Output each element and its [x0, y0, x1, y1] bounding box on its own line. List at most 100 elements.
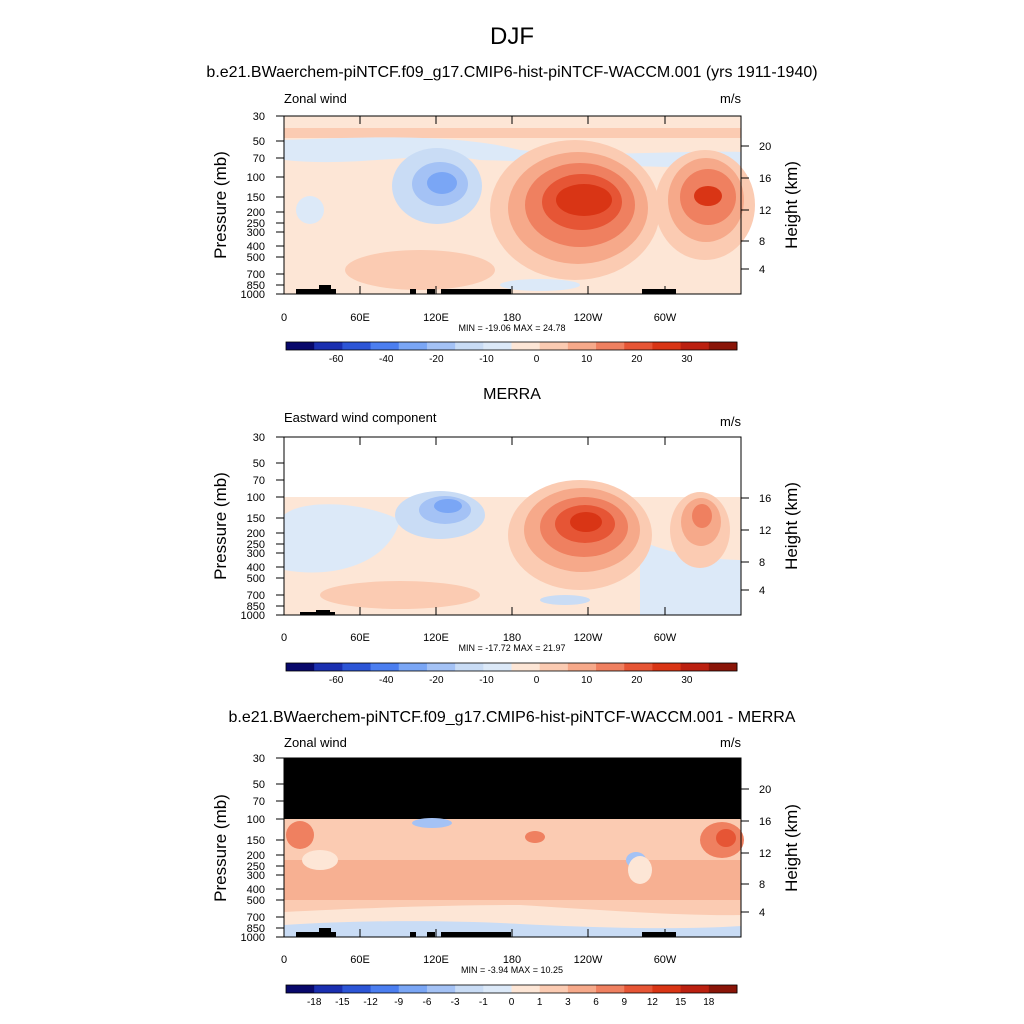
colorbar-swatch [483, 342, 512, 350]
panel-1-ytick-1: 50 [253, 136, 265, 148]
panel-3-ylabel-right: Height (km) [782, 804, 801, 892]
panel-1-ytick-5: 200 [247, 207, 265, 219]
panel-2-ytick-0: 30 [253, 432, 265, 444]
colorbar-label: -10 [479, 675, 494, 686]
panel-3-ytick-2: 70 [253, 796, 265, 808]
panel-2-ytick-8: 400 [247, 562, 265, 574]
panel-3-xtick-2: 120E [423, 954, 449, 966]
panel-2-ytick-4: 150 [247, 513, 265, 525]
panel-1-right-ticks [741, 145, 749, 270]
panel-1-x-ticks [283, 116, 666, 294]
colorbar-swatch [455, 985, 484, 993]
panel-1-y-ticks [276, 115, 284, 295]
colorbar-label: 0 [534, 354, 540, 365]
colorbar-frame [285, 984, 738, 994]
colorbar-swatch [370, 663, 400, 671]
panel-2-rtick-2: 8 [759, 557, 765, 569]
panel-2-jet-1-l5 [570, 512, 602, 532]
colorbar-label: 20 [631, 675, 643, 686]
colorbar-swatch [455, 342, 484, 350]
panel-3-red-left [286, 821, 314, 849]
panel-1-rtick-3: 8 [759, 236, 765, 248]
panel-3-pale-1 [302, 850, 338, 870]
panel-1-ytick-10: 700 [247, 269, 265, 281]
panel-2-ytick-5: 200 [247, 528, 265, 540]
colorbar-label: -1 [479, 997, 488, 1008]
panel-3-ytick-1: 50 [253, 779, 265, 791]
panel-2-xtick-4: 120W [574, 632, 603, 644]
colorbar-label: 20 [631, 354, 643, 365]
panel-1-ylabel-right: Height (km) [782, 161, 801, 249]
panel-2-ytick-9: 500 [247, 573, 265, 585]
colorbar-label: -6 [422, 997, 431, 1008]
colorbar-swatch [596, 342, 625, 350]
panel-3-rtick-2: 12 [759, 848, 771, 860]
panel-1-ytick-6: 250 [247, 218, 265, 230]
colorbar-label: 10 [581, 354, 593, 365]
panel-2-rtick-1: 12 [759, 525, 771, 537]
colorbar-swatch [314, 663, 343, 671]
colorbar-swatch [342, 342, 372, 350]
colorbar-swatch [342, 985, 372, 993]
colorbar-swatch [370, 985, 400, 993]
colorbar-swatch [455, 663, 484, 671]
panel-3-ytick-8: 400 [247, 884, 265, 896]
panel-1-ytick-8: 400 [247, 241, 265, 253]
colorbar-label: -18 [307, 997, 322, 1008]
panel-3-pale-2 [628, 856, 652, 884]
colorbar-label: 6 [593, 997, 599, 1008]
panel-1-rtick-0: 20 [759, 141, 771, 153]
panel-1-upper-band [284, 128, 741, 138]
colorbar-label: -60 [329, 354, 344, 365]
panel-3-red-core-inner [716, 829, 736, 847]
colorbar-swatch [483, 663, 512, 671]
panel-1-low-pos [345, 250, 495, 290]
colorbar-swatch [483, 985, 512, 993]
colorbar-swatch [314, 342, 343, 350]
panel-1-xtick-0: 0 [281, 312, 287, 324]
colorbar-swatch [596, 663, 625, 671]
colorbar-swatch [426, 342, 456, 350]
panel-1-axes: 0 60E 120E 180 120W 60W 30 [211, 111, 801, 333]
panel-2-topography [300, 610, 335, 615]
colorbar-swatch [314, 985, 343, 993]
colorbar-swatch [511, 663, 541, 671]
panel-1-xtick-5: 60W [654, 312, 677, 324]
colorbar-swatch [652, 985, 682, 993]
panel-3-ytick-7: 300 [247, 870, 265, 882]
panel-3-colorbar: -18 -15 -12 -9 -6 -3 -1 0 1 3 6 9 12 15 18 [285, 984, 738, 1008]
colorbar-swatch [286, 985, 315, 993]
colorbar-label: -40 [379, 354, 394, 365]
panel-1: b.e21.BWaerchem-piNTCF.f09_g17.CMIP6-his… [206, 64, 817, 365]
panel-2-rtick-0: 16 [759, 493, 771, 505]
colorbar-label: -9 [394, 997, 403, 1008]
panel-1-ytick-3: 100 [247, 172, 265, 184]
panel-2-xtick-1: 60E [350, 632, 370, 644]
colorbar-label: 10 [581, 675, 593, 686]
colorbar-label: -20 [429, 675, 444, 686]
panel-2-plot [283, 436, 742, 616]
panel-2-axes: 0 60E 120E 180 120W 60W 30 [211, 432, 801, 653]
panel-3-ytick-0: 30 [253, 753, 265, 765]
panel-3-right-label: m/s [720, 735, 741, 750]
panel-3-right-ticks [741, 788, 749, 913]
panel-3-ytick-4: 150 [247, 835, 265, 847]
panel-1-topography [296, 285, 676, 294]
colorbar-swatch [286, 663, 315, 671]
colorbar-label: -60 [329, 675, 344, 686]
panel-3-xtick-4: 120W [574, 954, 603, 966]
colorbar-label: 9 [621, 997, 627, 1008]
panel-2-right-ticks [741, 497, 749, 591]
panel-1-low-neg [500, 279, 580, 291]
panel-3-plot [283, 757, 744, 938]
colorbar-label: 30 [681, 675, 693, 686]
colorbar-swatch [398, 663, 428, 671]
colorbar-swatch [370, 342, 400, 350]
colorbar-label: -3 [451, 997, 460, 1008]
panel-1-ytick-4: 150 [247, 192, 265, 204]
panel-2-ytick-1: 50 [253, 458, 265, 470]
panel-1-rtick-2: 12 [759, 205, 771, 217]
panel-3-ylabel: Pressure (mb) [211, 794, 230, 902]
panel-3-ytick-3: 100 [247, 814, 265, 826]
